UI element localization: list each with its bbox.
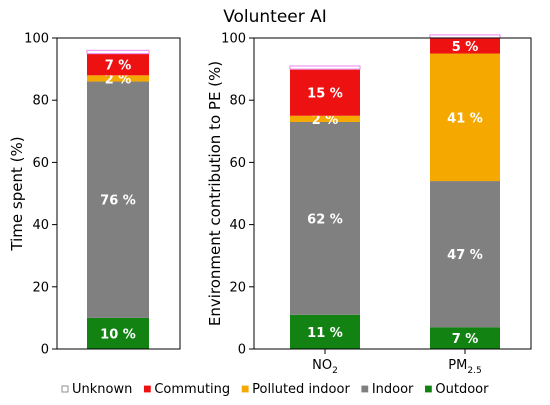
data-label-polluted-indoor-1: 2 % <box>105 72 132 87</box>
data-label-outdoor-2: 7 % <box>452 332 479 347</box>
plot-frame <box>56 37 181 350</box>
bar-commuting-1 <box>87 53 149 76</box>
legend-swatch-polluted-indoor <box>241 385 249 393</box>
legend-label-unknown: Unknown <box>72 382 132 397</box>
bar-indoor-1 <box>87 81 149 318</box>
y-tick-label: 40 <box>32 218 49 233</box>
y-axis-label: Time spent (%) <box>8 136 26 251</box>
legend-label-commuting: Commuting <box>154 382 230 397</box>
legend-label-polluted-indoor: Polluted indoor <box>252 382 350 397</box>
y-tick-label: 20 <box>229 280 246 295</box>
bar-outdoor-2 <box>430 327 500 349</box>
data-label-outdoor-1: 10 % <box>100 327 136 342</box>
legend-swatch-indoor <box>361 385 369 393</box>
y-axis-label: Environment contribution to PE (%) <box>206 61 224 326</box>
y-tick-label: 100 <box>221 32 246 47</box>
bar-polluted-indoor-1 <box>290 115 360 122</box>
chart-panel-1: 10 % 76 % 2 %7 % 0 20 40 60 80 100 Time spent (%) <box>8 32 181 358</box>
data-label-commuting-2: 5 % <box>452 40 479 55</box>
x-tick-label: NO2 <box>312 358 338 376</box>
legend: Unknown Commuting Polluted indoor Indoor Out… <box>61 382 489 397</box>
legend-label-outdoor: Outdoor <box>435 382 489 397</box>
y-tick-label: 80 <box>32 94 49 109</box>
data-label-commuting-1: 7 % <box>105 58 132 73</box>
legend-swatch-commuting <box>143 385 151 393</box>
y-tick-label: 80 <box>229 94 246 109</box>
legend-swatch-outdoor <box>424 385 432 393</box>
x-tick-label: PM2.5 <box>448 358 481 376</box>
legend-swatch-unknown <box>61 385 69 393</box>
bar-commuting-1 <box>290 69 360 116</box>
y-tick-label: 60 <box>229 156 246 171</box>
legend-label-indoor: Indoor <box>372 382 414 397</box>
data-label-indoor-2: 47 % <box>447 248 483 263</box>
y-tick-label: 0 <box>238 343 246 358</box>
y-tick-label: 100 <box>24 32 49 47</box>
plot-frame <box>253 37 532 350</box>
y-tick-label: 60 <box>32 156 49 171</box>
bar-unknown-1 <box>289 65 361 70</box>
bar-outdoor-1 <box>290 314 360 349</box>
figure-title: Volunteer AI <box>223 7 327 27</box>
bar-commuting-2 <box>430 38 500 54</box>
bar-indoor-1 <box>290 121 360 315</box>
y-tick-label: 20 <box>32 280 49 295</box>
data-label-polluted-indoor-2: 41 % <box>447 111 483 126</box>
bar-indoor-2 <box>430 181 500 328</box>
data-label-indoor-1: 76 % <box>100 194 136 209</box>
bar-polluted-indoor-1 <box>87 75 149 82</box>
bar-polluted-indoor-2 <box>430 53 500 182</box>
y-tick-label: 40 <box>229 218 246 233</box>
y-tick-label: 0 <box>41 343 49 358</box>
bar-outdoor-1 <box>87 317 149 349</box>
data-label-polluted-indoor-1: 2 % <box>312 113 339 128</box>
data-label-commuting-1: 15 % <box>307 86 343 101</box>
chart-panel-2: 11 % 62 % 2 % 15 % 7 % 47 % 41 % 5 % 0 20 40 60 80 10… <box>206 32 532 376</box>
bar-unknown-1 <box>86 49 150 55</box>
data-label-indoor-1: 62 % <box>307 212 343 227</box>
data-label-outdoor-1: 11 % <box>307 326 343 341</box>
